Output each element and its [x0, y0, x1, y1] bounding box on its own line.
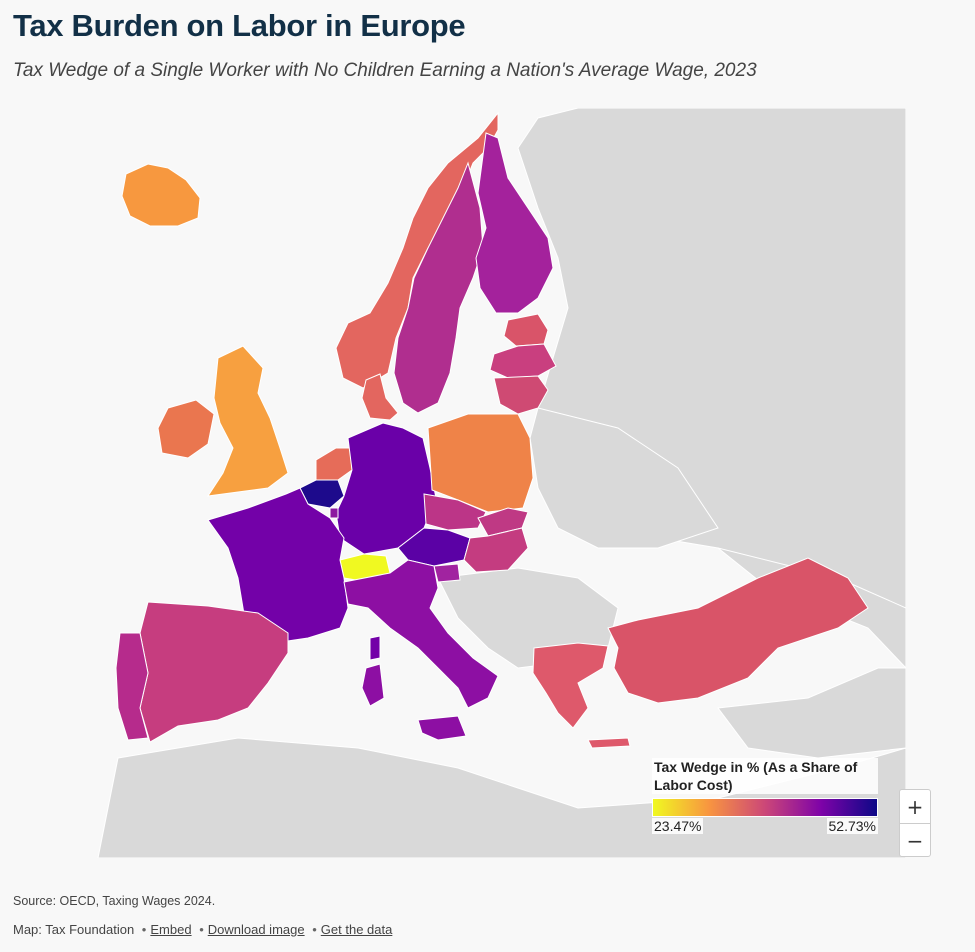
source-note: Source: OECD, Taxing Wages 2024.	[13, 894, 216, 908]
page-title: Tax Burden on Labor in Europe	[13, 8, 466, 43]
country-finland[interactable]	[475, 132, 554, 314]
country-italy-sardinia[interactable]	[361, 663, 385, 707]
country-slovenia[interactable]	[433, 563, 461, 583]
get-data-link[interactable]: Get the data	[320, 922, 393, 937]
legend-gradient-bar	[652, 798, 878, 817]
country-slovakia[interactable]	[477, 507, 529, 537]
country-hungary[interactable]	[463, 527, 529, 573]
legend-min-label: 23.47%	[652, 818, 704, 834]
country-italy[interactable]	[343, 559, 499, 709]
country-czech[interactable]	[423, 493, 487, 531]
country-poland[interactable]	[427, 413, 534, 513]
country-italy-sicily[interactable]	[417, 715, 467, 741]
zoom-in-button[interactable]: +	[906, 794, 924, 819]
country-ireland[interactable]	[157, 399, 215, 459]
country-spain[interactable]	[139, 601, 289, 743]
country-estonia[interactable]	[503, 313, 549, 347]
country-latvia[interactable]	[489, 343, 557, 379]
map-credit: Map: Tax Foundation	[13, 922, 135, 937]
country-iceland[interactable]	[121, 163, 201, 227]
legend-labels: 23.47% 52.73%	[652, 818, 878, 834]
separator-dot: •	[141, 922, 147, 937]
page-subtitle: Tax Wedge of a Single Worker with No Chi…	[13, 60, 757, 81]
separator-dot: •	[312, 922, 317, 937]
zoom-controls: + −	[899, 789, 931, 857]
download-image-link[interactable]: Download image	[207, 922, 305, 937]
country-turkey[interactable]	[607, 557, 869, 704]
country-uk[interactable]	[206, 345, 289, 497]
country-greece-crete[interactable]	[587, 737, 631, 749]
legend-title: Tax Wedge in % (As a Share of Labor Cost…	[652, 758, 878, 794]
country-shapes[interactable]	[115, 111, 869, 749]
europe-map[interactable]	[18, 108, 906, 858]
country-sweden[interactable]	[393, 161, 484, 414]
country-luxembourg[interactable]	[329, 507, 339, 519]
zoom-out-button[interactable]: −	[900, 823, 930, 857]
country-portugal[interactable]	[115, 632, 149, 741]
country-france-corsica[interactable]	[369, 635, 381, 661]
country-netherlands[interactable]	[315, 447, 353, 481]
country-greece[interactable]	[532, 642, 609, 729]
embed-link[interactable]: Embed	[150, 922, 192, 937]
background-land	[97, 108, 906, 858]
legend-max-label: 52.73%	[826, 818, 878, 834]
country-denmark[interactable]	[361, 373, 399, 421]
country-lithuania[interactable]	[493, 375, 549, 415]
footer-credits: Map: Tax Foundation • Embed • Download ima…	[13, 922, 392, 937]
color-legend: Tax Wedge in % (As a Share of Labor Cost…	[652, 758, 878, 834]
separator-dot: •	[199, 922, 204, 937]
